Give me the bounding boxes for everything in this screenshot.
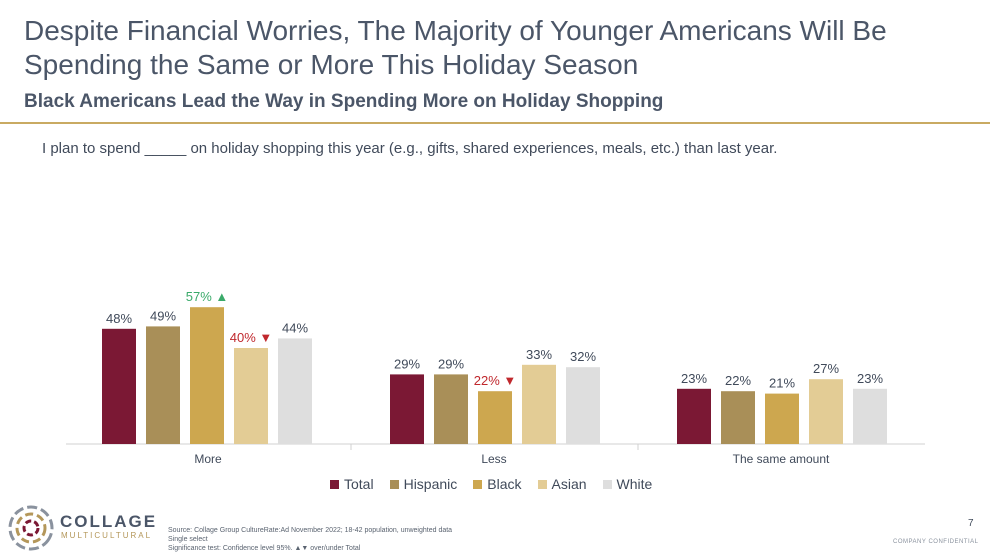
data-label-less-total: 29% (394, 356, 420, 371)
x-tick-label-the-same-amount: The same amount (733, 452, 830, 466)
bar-more-black (190, 307, 224, 444)
legend-label-white: White (616, 476, 653, 492)
bar-the-same-amount-asian (809, 379, 843, 444)
survey-question: I plan to spend _____ on holiday shoppin… (42, 140, 778, 157)
bar-the-same-amount-white (853, 388, 887, 444)
legend-item-asian: Asian (537, 476, 587, 492)
legend-swatch-asian (537, 479, 547, 489)
data-label-more-black: 57% ▲ (186, 289, 229, 304)
bar-the-same-amount-black (765, 393, 799, 444)
brand-subname: MULTICULTURAL (61, 531, 153, 540)
footnote-significance: Significance test: Confidence level 95%.… (168, 545, 361, 552)
legend-label-hispanic: Hispanic (403, 476, 458, 492)
legend-label-black: Black (487, 476, 522, 492)
data-label-less-white: 32% (570, 349, 596, 364)
data-label-the-same-amount-white: 23% (857, 371, 883, 386)
page-title: Despite Financial Worries, The Majority … (24, 15, 887, 80)
data-label-the-same-amount-black: 21% (769, 376, 795, 391)
bar-more-white (278, 338, 312, 444)
data-label-more-total: 48% (106, 311, 132, 326)
page-number: 7 (968, 518, 974, 529)
bar-less-total (390, 374, 424, 444)
bar-the-same-amount-total (677, 388, 711, 444)
legend-item-hispanic: Hispanic (389, 476, 458, 492)
x-tick-label-more: More (194, 452, 222, 466)
bar-more-asian (234, 348, 268, 444)
data-label-more-white: 44% (282, 320, 308, 335)
data-label-less-hispanic: 29% (438, 356, 464, 371)
bar-less-hispanic (434, 374, 468, 444)
data-label-less-asian: 33% (526, 347, 552, 362)
chart-legend: Total Hispanic Black Asian White (330, 476, 652, 492)
legend-item-white: White (602, 476, 653, 492)
data-label-more-asian: 40% ▼ (230, 330, 273, 345)
legend-label-total: Total (344, 476, 374, 492)
brand-name: COLLAGE (60, 512, 158, 531)
bar-more-total (102, 328, 136, 444)
x-tick-label-less: Less (481, 452, 506, 466)
bar-less-white (566, 367, 600, 444)
legend-swatch-hispanic (389, 479, 399, 489)
title-divider (0, 122, 990, 124)
data-label-the-same-amount-hispanic: 22% (725, 373, 751, 388)
data-label-more-hispanic: 49% (150, 308, 176, 323)
bar-more-hispanic (146, 326, 180, 444)
legend-swatch-black (473, 479, 483, 489)
collage-logo-icon (8, 505, 54, 551)
confidential-label: COMPANY CONFIDENTIAL (893, 539, 979, 545)
legend-label-asian: Asian (551, 476, 587, 492)
bar-the-same-amount-hispanic (721, 391, 755, 444)
legend-swatch-white (602, 479, 612, 489)
data-label-less-black: 22% ▼ (474, 373, 517, 388)
footnote-question-type: Single select (168, 536, 208, 543)
bar-less-asian (522, 364, 556, 444)
page-subtitle: Black Americans Lead the Way in Spending… (24, 91, 664, 112)
data-label-the-same-amount-total: 23% (681, 371, 707, 386)
bar-less-black (478, 391, 512, 444)
bar-chart: 48% 49% 57% ▲ 40% ▼ 44% More 29% 29% 22% ▼ 33% 32%… (66, 289, 925, 466)
legend-item-black: Black (473, 476, 522, 492)
data-label-the-same-amount-asian: 27% (813, 361, 839, 376)
footnote-source: Source: Collage Group CultureRate:Ad Nov… (168, 527, 453, 534)
legend-item-total: Total (330, 476, 374, 492)
footnotes: Source: Collage Group CultureRate:Ad Nov… (168, 526, 452, 553)
legend-swatch-total (330, 479, 339, 489)
